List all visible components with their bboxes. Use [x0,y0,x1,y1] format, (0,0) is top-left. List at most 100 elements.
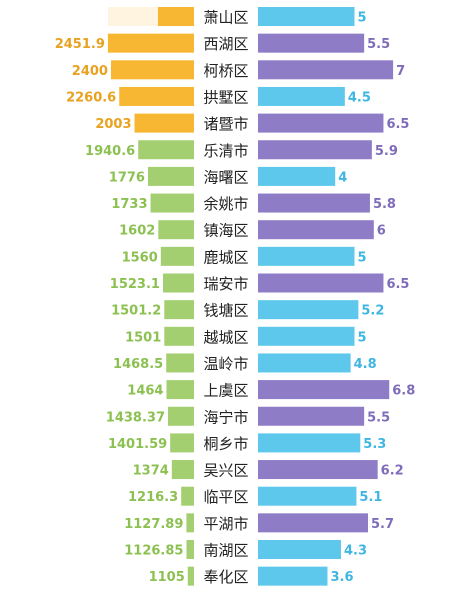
right-bar [258,540,341,559]
left-bar [158,220,194,240]
right-bar [258,140,372,160]
category-label: 柯桥区 [203,62,248,80]
right-bar [258,33,365,53]
right-value-label: 6.8 [392,384,415,399]
right-value-label: 6.2 [381,464,404,479]
left-value-label: 1501 [125,330,161,345]
left-value-label: 1105 [149,570,185,585]
category-label: 海曙区 [203,168,248,186]
right-bar [258,353,351,373]
left-bar [170,433,194,453]
right-value-label: 5.5 [367,410,390,425]
right-value-label: 5.2 [361,304,384,319]
right-value-label: 5.8 [373,197,396,212]
left-value-label: 1401.59 [108,437,167,452]
left-value-label: 1560 [122,250,158,265]
left-bar [160,246,194,266]
right-bar [258,326,355,346]
left-value-label: 2451.9 [55,37,105,52]
category-label: 南湖区 [203,542,248,560]
category-label: 上虞区 [203,382,248,400]
right-bar [258,7,355,26]
right-bar [258,86,345,106]
left-value-label: 2400 [72,64,108,79]
right-bar [258,406,365,426]
category-label: 西湖区 [203,35,248,53]
category-label: 桐乡市 [203,435,248,453]
category-label: 平湖市 [203,515,248,533]
left-bar [134,113,194,133]
category-label: 鹿城区 [203,248,248,266]
left-bar [181,486,194,506]
left-value-label: 1374 [133,464,169,479]
left-bar-fade [68,7,158,26]
right-value-label: 5.1 [359,490,382,505]
category-label: 吴兴区 [203,462,248,480]
right-value-label: 7 [396,64,405,79]
left-value-label: 1776 [109,170,145,185]
left-bar [107,33,194,53]
category-label: 乐清市 [203,142,248,160]
left-bar [162,273,194,293]
right-bar [258,246,355,266]
right-value-label: 6.5 [386,117,409,132]
right-value-label: 5.9 [375,144,398,159]
right-series: 55.574.56.55.945.8656.55.254.86.85.55.36… [258,7,415,586]
left-value-label: 1216.3 [128,490,178,505]
left-value-label: 1733 [111,197,147,212]
right-bar [258,460,378,480]
category-label: 诸暨市 [203,115,248,133]
right-value-label: 5 [358,250,367,265]
right-value-label: 6.5 [386,277,409,292]
category-label: 瑞安市 [203,275,248,293]
left-value-label: 2003 [95,117,131,132]
left-bar [164,300,194,320]
left-bar [186,513,194,533]
right-value-label: 4.3 [344,544,367,559]
right-value-label: 3.6 [330,570,353,585]
right-value-label: 4.5 [348,90,371,105]
left-bar [186,540,194,559]
category-label: 奉化区 [203,568,248,586]
right-bar [258,513,369,533]
category-label: 海宁市 [203,408,248,426]
left-value-label: 1501.2 [111,304,161,319]
left-value-label: 1126.85 [124,544,183,559]
right-bar [258,166,336,186]
right-value-label: 4 [338,170,347,185]
right-bar [258,220,374,240]
left-bar [119,86,194,106]
right-value-label: 6 [377,224,386,239]
right-bar [258,433,361,453]
right-bar [258,566,328,586]
right-bar [258,113,384,133]
category-labels: 萧山区西湖区柯桥区拱墅区诸暨市乐清市海曙区余姚市镇海区鹿城区瑞安市钱塘区越城区温… [203,9,248,587]
right-bar [258,193,370,213]
category-label: 温岭市 [203,355,248,373]
right-value-label: 5.7 [371,517,394,532]
category-label: 拱墅区 [203,88,248,106]
right-value-label: 5.5 [367,37,390,52]
category-label: 钱塘区 [203,302,248,320]
right-value-label: 5 [358,330,367,345]
category-label: 镇海区 [203,222,248,240]
right-bar [258,60,394,80]
left-value-label: 1468.5 [113,357,163,372]
right-value-label: 4.8 [354,357,377,372]
category-label: 余姚市 [203,195,248,213]
category-label: 萧山区 [203,9,248,27]
right-bar [258,486,357,506]
left-bar [110,60,194,80]
left-series: 2451.9 2400 2260.6 2003 1940.6 1776 1733 1602 15… [55,7,194,586]
left-value-label: 2260.6 [66,90,116,105]
right-value-label: 5.3 [363,437,386,452]
right-value-label: 5 [358,11,367,26]
left-bar [171,460,194,480]
left-bar [166,380,194,400]
left-value-label: 1438.37 [106,410,165,425]
left-value-label: 1127.89 [124,517,183,532]
left-bar [147,166,194,186]
left-bar [166,353,194,373]
left-bar [168,406,194,426]
